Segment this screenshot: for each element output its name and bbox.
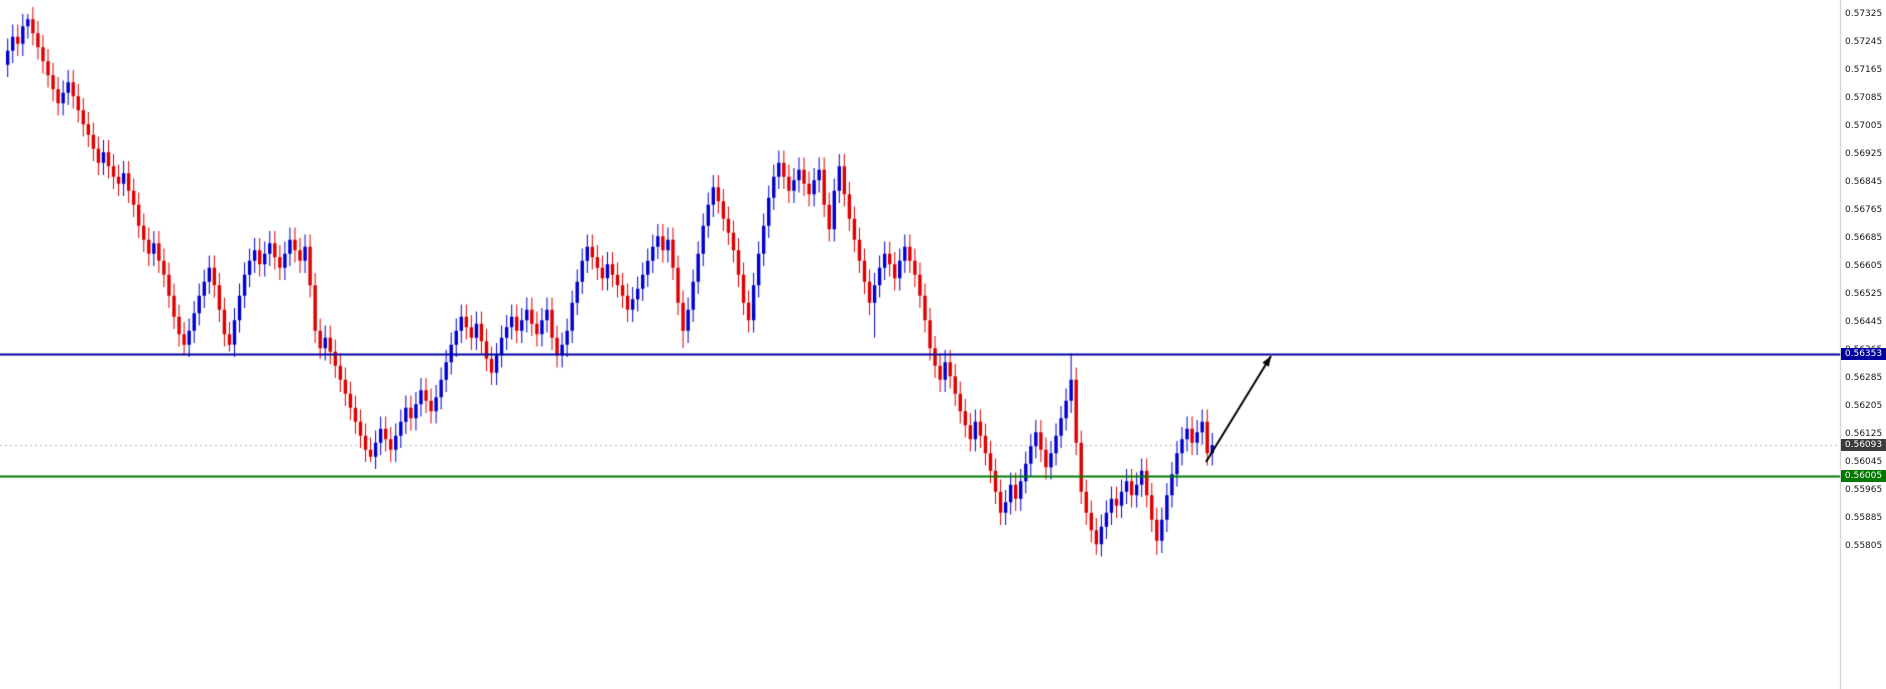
y-axis-tick-label: 0.55805 — [1845, 541, 1883, 551]
y-axis-tick-label: 0.56205 — [1845, 401, 1883, 411]
y-axis-tick-label: 0.57085 — [1845, 93, 1883, 103]
y-axis-tick-label: 0.56925 — [1845, 149, 1883, 159]
y-axis-tick-label: 0.56605 — [1845, 261, 1883, 271]
support-price-badge: 0.56005 — [1841, 469, 1886, 482]
y-axis-tick-label: 0.56125 — [1845, 429, 1883, 439]
y-axis-tick-label: 0.57165 — [1845, 65, 1883, 75]
current-price-badge: 0.56093 — [1841, 438, 1886, 451]
y-axis-tick-label: 0.56685 — [1845, 233, 1883, 243]
y-axis-tick-label: 0.55885 — [1845, 513, 1883, 523]
y-axis-tick-label: 0.56285 — [1845, 373, 1883, 383]
y-axis-tick-label: 0.57325 — [1845, 9, 1883, 19]
y-axis-tick-label: 0.57245 — [1845, 37, 1883, 47]
y-axis-tick-label: 0.56845 — [1845, 177, 1883, 187]
y-axis-tick-label: 0.55965 — [1845, 485, 1883, 495]
resistance-price-badge: 0.56353 — [1841, 347, 1886, 360]
y-axis-tick-label: 0.57005 — [1845, 121, 1883, 131]
y-axis-tick-label: 0.56765 — [1845, 205, 1883, 215]
y-axis-tick-label: 0.56525 — [1845, 289, 1883, 299]
y-axis-tick-label: 0.56045 — [1845, 457, 1883, 467]
y-axis-tick-label: 0.56445 — [1845, 317, 1883, 327]
